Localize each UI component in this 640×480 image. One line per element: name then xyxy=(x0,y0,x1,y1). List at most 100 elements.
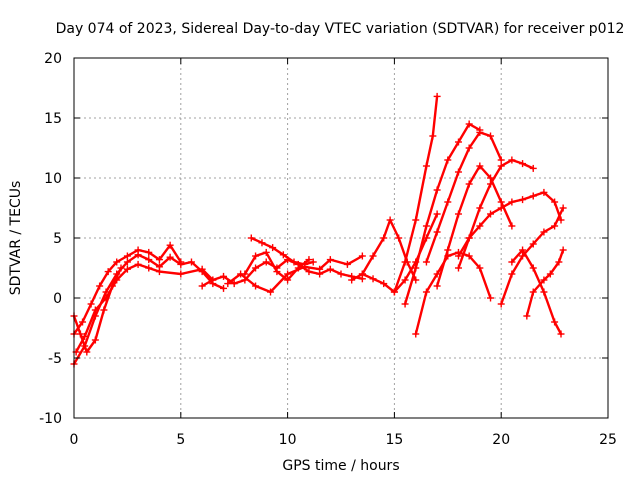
data-point xyxy=(166,253,174,261)
data-point xyxy=(433,186,441,194)
data-point xyxy=(433,210,441,218)
data-point xyxy=(267,288,275,296)
data-point xyxy=(444,156,452,164)
series-layer xyxy=(70,92,567,368)
data-point xyxy=(444,198,452,206)
label-layer: 0 5 10 15 20 25 -10 -5 0 5 10 15 20 xyxy=(39,51,617,448)
x-tick-label: 0 xyxy=(70,432,79,448)
data-point xyxy=(476,162,484,170)
data-point xyxy=(316,265,324,273)
data-point xyxy=(497,162,505,170)
data-point xyxy=(187,258,195,266)
data-point xyxy=(465,120,473,128)
series-arc-14 xyxy=(433,162,516,290)
data-point xyxy=(358,270,366,278)
data-point xyxy=(155,256,163,264)
data-point xyxy=(252,264,260,272)
tick-layer xyxy=(73,57,609,419)
data-point xyxy=(540,288,548,296)
data-point xyxy=(337,270,345,278)
data-point xyxy=(454,138,462,146)
data-point xyxy=(529,164,537,172)
y-tick-label: -10 xyxy=(39,411,62,427)
data-point xyxy=(134,246,142,254)
data-point xyxy=(401,258,409,266)
series-line xyxy=(72,243,183,336)
data-point xyxy=(540,188,548,196)
series-arc-18 xyxy=(497,204,567,308)
data-point xyxy=(529,264,537,272)
data-point xyxy=(220,284,228,292)
data-point xyxy=(390,288,398,296)
data-point xyxy=(348,276,356,284)
series-arc-04 xyxy=(70,264,125,356)
data-point xyxy=(380,234,388,242)
data-point xyxy=(279,251,287,259)
data-point xyxy=(290,258,298,266)
data-point xyxy=(476,222,484,230)
y-tick-label: 15 xyxy=(44,111,62,127)
series-arc-05 xyxy=(198,256,366,290)
data-point xyxy=(519,196,527,204)
series-line xyxy=(250,236,315,266)
x-tick-label: 15 xyxy=(385,432,403,448)
x-tick-label: 10 xyxy=(279,432,297,448)
data-point xyxy=(117,264,125,272)
series-line xyxy=(525,248,565,318)
series-arc-13 xyxy=(422,128,505,266)
data-point xyxy=(519,246,527,254)
series-line xyxy=(200,258,364,288)
x-tick-label: 5 xyxy=(176,432,185,448)
series-arc-16 xyxy=(454,188,565,260)
data-point xyxy=(497,198,505,206)
data-point xyxy=(540,276,548,284)
data-point xyxy=(91,336,99,344)
data-point xyxy=(145,248,153,256)
series-line xyxy=(403,122,481,306)
data-point xyxy=(401,300,409,308)
data-point xyxy=(529,240,537,248)
data-point xyxy=(529,192,537,200)
data-point xyxy=(508,258,516,266)
y-tick-label: 20 xyxy=(44,51,62,67)
data-point xyxy=(104,268,112,276)
series-arc-11 xyxy=(390,92,441,296)
y-tick-label: 0 xyxy=(53,291,62,307)
data-point xyxy=(177,270,185,278)
data-point xyxy=(465,180,473,188)
data-point xyxy=(433,282,441,290)
data-point xyxy=(262,258,270,266)
data-point xyxy=(305,256,313,264)
data-point xyxy=(497,300,505,308)
data-point xyxy=(551,318,559,326)
data-point xyxy=(198,265,206,273)
data-point xyxy=(476,204,484,212)
data-point xyxy=(487,210,495,218)
data-point xyxy=(555,258,563,266)
data-point xyxy=(454,210,462,218)
data-point xyxy=(422,222,430,230)
data-point xyxy=(476,128,484,136)
data-point xyxy=(559,246,567,254)
data-point xyxy=(326,265,334,273)
data-point xyxy=(454,248,462,256)
series-arc-08 xyxy=(224,252,366,296)
data-point xyxy=(559,204,567,212)
data-point xyxy=(79,318,87,326)
data-point xyxy=(422,162,430,170)
data-point xyxy=(508,198,516,206)
data-point xyxy=(87,300,95,308)
data-point xyxy=(557,330,565,338)
data-point xyxy=(258,239,266,247)
data-point xyxy=(551,222,559,230)
data-point xyxy=(155,268,163,276)
data-point xyxy=(100,306,108,314)
series-arc-20 xyxy=(523,246,567,320)
data-point xyxy=(273,268,281,276)
data-point xyxy=(134,260,142,268)
data-point xyxy=(412,264,420,272)
data-point xyxy=(540,228,548,236)
data-point xyxy=(465,144,473,152)
data-point xyxy=(487,180,495,188)
data-point xyxy=(369,252,377,260)
